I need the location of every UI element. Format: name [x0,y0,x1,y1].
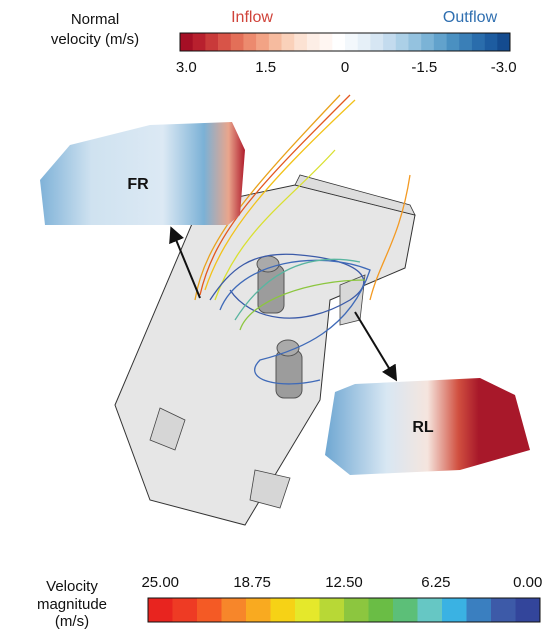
colorbar-cell [433,33,447,51]
colorbar-cell [230,33,244,51]
car-model [114,174,416,526]
legend-title: velocity (m/s) [51,31,139,48]
tick-label: 6.25 [421,574,450,591]
colorbar-cell [408,33,422,51]
legend-title: magnitude [37,596,107,613]
colorbar-cell [295,598,320,622]
colorbar-cell [306,33,320,51]
colorbar-cell [395,33,409,51]
colorbar-cell [192,33,206,51]
colorbar-cell [393,598,418,622]
colorbar-cell [281,33,295,51]
colorbar-frame [147,597,541,623]
tick-label: 1.5 [255,59,276,76]
tick-label: 0.00 [513,574,542,591]
colorbar-cell [466,598,492,622]
inflow-label: Inflow [231,9,273,26]
outflow-label: Outflow [443,9,498,26]
legend-title: Normal [71,11,119,28]
colorbar-cell [471,33,485,51]
colorbar-cell [383,33,397,51]
colorbar-cell [256,33,270,51]
colorbar-cell [172,598,198,622]
colorbar-cell [345,33,358,51]
colorbar-cell [497,33,511,51]
normal-velocity-legend: Normal velocity (m/s) Inflow Outflow 3.0… [51,9,517,76]
colorbar-cell [205,33,219,51]
colorbar-cell [459,33,473,51]
colorbar-cell [319,33,333,51]
colorbar-frame [179,32,511,52]
tick-label: 3.0 [176,59,197,76]
pointer-arrow [354,311,398,382]
window-label: RL [412,419,434,436]
rear-window: RL [325,378,530,475]
colorbar-cell [246,598,271,622]
colorbar-cell [491,598,516,622]
tick-label: -3.0 [491,59,517,76]
colorbar-cell [270,598,296,622]
colorbar-cell [515,598,541,622]
tick-label: -1.5 [411,59,437,76]
legend-title: Velocity [46,578,98,595]
tick-label: 12.50 [325,574,363,591]
colorbar-cell [294,33,308,51]
tick-label: 25.00 [141,574,179,591]
colorbar-cell [180,33,193,51]
colorbar-cell [268,33,282,51]
colorbar-cell [357,33,371,51]
colorbar-cell [442,598,467,622]
colorbar-cell [484,33,498,51]
colorbar-cell [446,33,460,51]
window-label: FR [127,176,149,193]
colorbar-cell [421,33,435,51]
velocity-magnitude-legend: Velocity magnitude (m/s) 25.00 18.75 12.50… [37,574,542,630]
colorbar-cell [148,598,173,622]
legend-title: (m/s) [55,613,89,630]
colorbar-cell [221,598,247,622]
tick-label: 18.75 [233,574,271,591]
colorbar-cell [344,598,369,622]
colorbar-cell [197,598,222,622]
colorbar-cell [218,33,232,51]
pointer-arrow [169,226,201,299]
colorbar-cell [417,598,443,622]
colorbar-cell [332,33,346,51]
front-window: FR [40,122,245,225]
colorbar-cell [370,33,384,51]
colorbar-cell [319,598,345,622]
colorbar-cell [368,598,394,622]
colorbar-cell [243,33,257,51]
tick-label: 0 [341,59,349,76]
